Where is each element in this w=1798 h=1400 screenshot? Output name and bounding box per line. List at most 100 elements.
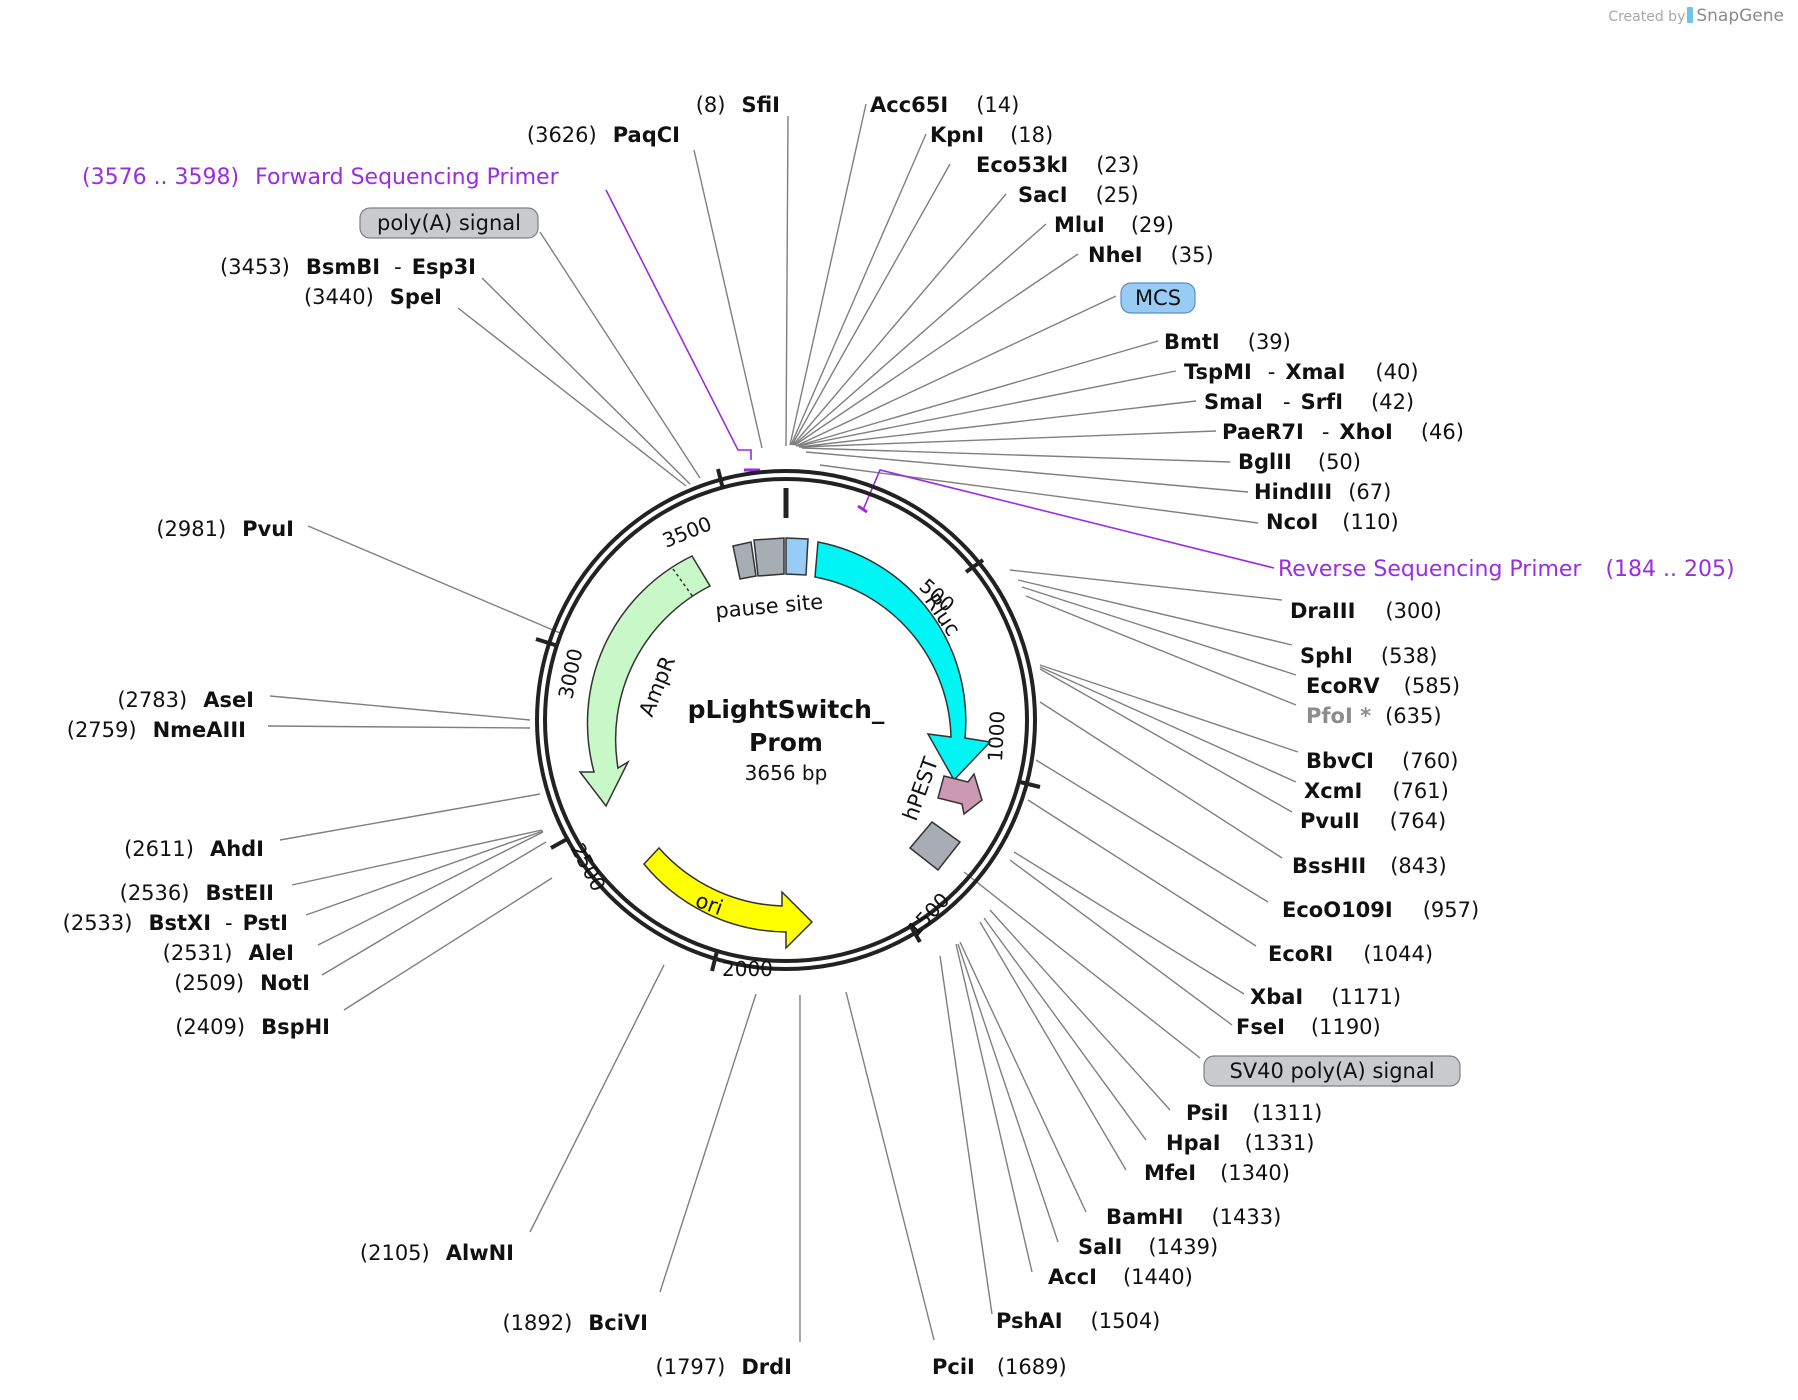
snapgene-credit: Created by SnapGene [1608, 6, 1784, 26]
feature-rluc-arrow[interactable] [814, 541, 992, 782]
mcs-label-box[interactable] [1120, 282, 1196, 314]
backbone-outer-strand [535, 469, 1037, 971]
site-paer7i-xhoi[interactable]: PaeR7I - XhoI (46) [1222, 420, 1464, 444]
feature-label-pause-site: pause site [714, 590, 824, 623]
site-eco53ki[interactable]: Eco53kI (23) [976, 153, 1139, 177]
feature-ori-arrow[interactable] [643, 846, 814, 950]
site-ecori[interactable]: EcoRI (1044) [1268, 942, 1433, 966]
feature-sv40-block[interactable] [908, 820, 962, 872]
leader-alei [317, 831, 544, 946]
site-ahdi[interactable]: (2611) AhdI [124, 837, 264, 861]
tick-label-2000: 2000 [722, 957, 773, 981]
feature-pause-block-1[interactable] [732, 541, 757, 580]
site-bsphi[interactable]: (2409) BspHI [175, 1015, 330, 1039]
site-nmeaiii[interactable]: (2759) NmeAIII [67, 718, 246, 742]
feature-mcs-block[interactable] [785, 537, 809, 576]
tick-label-3500: 3500 [659, 511, 715, 552]
site-kpni[interactable]: KpnI (18) [930, 123, 1053, 147]
site-acc65i[interactable]: Acc65I (14) [870, 93, 1019, 117]
leader-bsshii [1039, 701, 1283, 859]
polya-label-box[interactable] [359, 207, 539, 239]
site-bstxi-psti[interactable]: (2533) BstXI - PstI [63, 911, 288, 935]
site-noti[interactable]: (2509) NotI [174, 971, 310, 995]
site-mlui[interactable]: MluI (29) [1054, 213, 1174, 237]
plasmid-name-line2: Prom [749, 728, 823, 757]
site-alei[interactable]: (2531) AleI [163, 941, 294, 965]
site-psii[interactable]: PsiI (1311) [1186, 1101, 1322, 1125]
site-paqci[interactable]: (3626) PaqCI [527, 123, 680, 147]
reverse-primer-leader [862, 469, 1275, 569]
site-alwni[interactable]: (2105) AlwNI [360, 1241, 514, 1265]
tick-label-1000: 1000 [983, 710, 1010, 762]
site-ecorv[interactable]: EcoRV (585) [1306, 674, 1460, 698]
site-ncoi[interactable]: NcoI (110) [1266, 510, 1399, 534]
mcs-label: MCS [1135, 286, 1181, 310]
site-bcivi[interactable]: (1892) BciVI [502, 1311, 648, 1335]
forward-primer-range: (3576 .. 3598) [82, 165, 239, 190]
site-ecoo109i[interactable]: EcoO109I (957) [1282, 898, 1479, 922]
leader-mcs [795, 295, 1117, 447]
site-smai-srfi[interactable]: SmaI - SrfI (42) [1204, 390, 1414, 414]
backbone-inner-strand [543, 477, 1029, 963]
site-bsmbi-esp3i[interactable]: (3453) BsmBI - Esp3I [220, 255, 476, 279]
site-saci[interactable]: SacI (25) [1018, 183, 1139, 207]
reverse-primer-mark [857, 504, 868, 514]
site-hpai[interactable]: HpaI (1331) [1166, 1131, 1314, 1155]
site-draiii[interactable]: DraIII (300) [1290, 599, 1442, 623]
site-hindiii[interactable]: HindIII (67) [1254, 480, 1391, 504]
site-pvuii[interactable]: PvuII (764) [1300, 809, 1446, 833]
leader-pvuii [1039, 668, 1293, 813]
site-mfei[interactable]: MfeI (1340) [1144, 1161, 1290, 1185]
feature-ampr-arrow[interactable] [578, 555, 712, 808]
leader-saci [792, 193, 1007, 446]
reverse-primer-label[interactable]: Reverse Sequencing Primer (184 .. 205) [1278, 557, 1735, 582]
tick-label-1500: 1500 [902, 888, 954, 942]
leader-sfii [785, 115, 789, 447]
site-asei[interactable]: (2783) AseI [117, 688, 254, 712]
leader-bsphi [343, 877, 553, 1011]
tick-label-3000: 3000 [553, 646, 587, 701]
leader-ecori [1027, 799, 1257, 947]
forward-primer-label[interactable]: (3576 .. 3598) Forward Sequencing Primer [82, 165, 560, 190]
scale-ticks [535, 468, 1041, 972]
site-bamhi[interactable]: BamHI (1433) [1106, 1205, 1281, 1229]
leader-noti [321, 841, 547, 976]
leader-bmti [796, 340, 1159, 447]
site-spei[interactable]: (3440) SpeI [304, 285, 442, 309]
site-bsshii[interactable]: BssHII (843) [1292, 854, 1447, 878]
site-bglii[interactable]: BglII (50) [1238, 450, 1361, 474]
right-site-labels: Acc65I (14) KpnI (18) Eco53kI (23) SacI (25)… [870, 93, 1479, 1379]
site-acci[interactable]: AccI (1440) [1048, 1265, 1193, 1289]
leader-bamhi [959, 941, 1087, 1213]
site-sali[interactable]: SalI (1439) [1078, 1235, 1218, 1259]
feature-pause-block-2[interactable] [753, 537, 785, 577]
leader-bglii [801, 447, 1231, 463]
site-pvui[interactable]: (2981) PvuI [156, 517, 294, 541]
site-bbvci[interactable]: BbvCI (760) [1306, 749, 1458, 773]
site-nhei[interactable]: NheI (35) [1088, 243, 1214, 267]
leader-sv40 [963, 871, 1201, 1059]
site-pfoi[interactable]: PfoI * (635) [1306, 704, 1442, 728]
site-sfii[interactable]: (8) SfiI [696, 93, 780, 117]
leader-sali [957, 943, 1059, 1243]
leader-alwni [529, 964, 665, 1233]
leader-ecorv [1021, 586, 1297, 676]
leader-bsteii [291, 829, 543, 886]
site-pshai[interactable]: PshAI (1504) [996, 1309, 1160, 1333]
site-drdi[interactable]: (1797) DrdI [656, 1355, 792, 1379]
reverse-primer-range: (184 .. 205) [1605, 557, 1734, 582]
site-pcii[interactable]: PciI (1689) [932, 1355, 1067, 1379]
site-bmti[interactable]: BmtI (39) [1164, 330, 1291, 354]
site-tspmi-xmai[interactable]: TspMI - XmaI (40) [1184, 360, 1419, 384]
site-bsteii[interactable]: (2536) BstEII [120, 881, 274, 905]
sv40-label-box[interactable] [1203, 1055, 1461, 1087]
feature-hpest-arrow[interactable] [937, 772, 983, 816]
leader-tspmi [797, 370, 1177, 447]
site-leader-lines [267, 103, 1299, 1342]
feature-label-ampr: AmpR [634, 653, 680, 720]
site-xcmi[interactable]: XcmI (761) [1304, 779, 1449, 803]
site-xbai[interactable]: XbaI (1171) [1250, 985, 1401, 1009]
site-sphi[interactable]: SphI (538) [1300, 644, 1437, 668]
leader-acc65i [789, 103, 867, 446]
site-fsei[interactable]: FseI (1190) [1236, 1015, 1381, 1039]
